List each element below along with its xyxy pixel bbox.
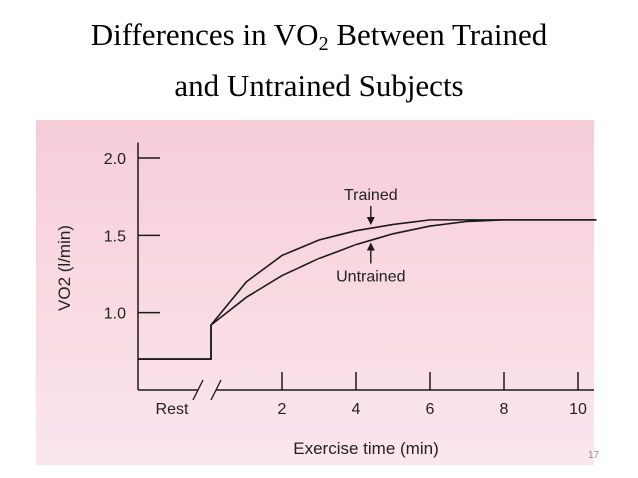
annotation-untrained: Untrained <box>336 269 405 286</box>
x-tick-label: 10 <box>569 401 587 418</box>
annotations: Trained Untrained <box>336 187 405 285</box>
y-axis-title: VO2 (l/min) <box>55 225 74 311</box>
annotation-trained: Trained <box>344 187 398 204</box>
arrowhead-icon <box>366 242 375 251</box>
x-tick-label: 2 <box>278 401 287 418</box>
plot-background <box>36 120 594 465</box>
title-text-2: Between Trained <box>328 17 548 52</box>
x-tick-label: 4 <box>352 401 361 418</box>
axis-break-mark <box>210 379 222 401</box>
axes: 1.0 1.5 2.0 Rest 2 4 6 8 10 Exercise time (min) VO… <box>55 142 594 458</box>
x-tick-label: Rest <box>156 401 189 418</box>
title-subscript: 2 <box>318 33 329 55</box>
y-tick-label: 1.0 <box>104 306 126 323</box>
x-axis-title: Exercise time (min) <box>293 439 438 458</box>
slide-title: Differences in VO2 Between Trained and U… <box>0 14 638 106</box>
title-line-1: Differences in VO2 Between Trained <box>0 14 638 65</box>
x-tick-label: 6 <box>426 401 435 418</box>
title-line-2: and Untrained Subjects <box>174 68 464 103</box>
title-text-1: Differences in VO <box>90 17 319 52</box>
x-tick-label: 8 <box>500 401 509 418</box>
y-tick-label: 1.5 <box>104 228 126 245</box>
page-number: 17 <box>588 450 600 461</box>
series <box>138 219 597 360</box>
series-line-untrained <box>138 219 597 360</box>
arrowhead-icon <box>366 217 375 226</box>
axis-break-mark <box>192 379 204 401</box>
y-tick-label: 2.0 <box>104 151 126 168</box>
